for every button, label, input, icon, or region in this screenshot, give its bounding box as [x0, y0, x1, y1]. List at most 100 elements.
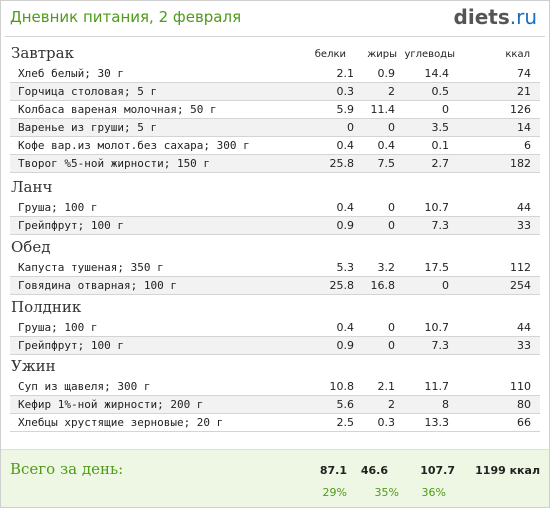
food-protein: 10.8: [329, 380, 355, 393]
food-carbs: 14.4: [424, 67, 450, 80]
column-header-carbs: углеводы: [404, 49, 455, 60]
food-fat: 2: [388, 398, 395, 411]
food-carbs: 13.3: [424, 416, 450, 429]
food-row[interactable]: Говядина отварная; 100 г 25.8 16.8 0 254: [10, 277, 540, 295]
food-carbs: 8: [442, 398, 449, 411]
food-name: Кефир 1%-ной жирности; 200 г: [18, 398, 204, 411]
food-fat: 0: [388, 339, 395, 352]
totals-label: Всего за день:: [10, 460, 124, 478]
food-fat: 0: [388, 219, 395, 232]
food-name: Грейпфрут; 100 г: [18, 339, 124, 352]
food-protein: 5.9: [336, 103, 355, 116]
food-name: Хлебцы хрустящие зерновые; 20 г: [18, 416, 224, 429]
meal-title: Обед: [11, 238, 51, 256]
food-protein: 5.3: [336, 261, 355, 274]
total-protein: 87.1: [319, 464, 347, 477]
food-kcal: 80: [517, 398, 531, 411]
food-name: Колбаса вареная молочная; 50 г: [18, 103, 217, 116]
food-row[interactable]: Хлеб белый; 30 г 2.1 0.9 14.4 74: [10, 65, 540, 83]
food-protein: 0.4: [336, 321, 355, 334]
food-row[interactable]: Творог %5-ной жирности; 150 г 25.8 7.5 2.7 1…: [10, 155, 540, 173]
meal-title: Ужин: [11, 357, 56, 375]
food-fat: 0: [388, 201, 395, 214]
meal-title: Ланч: [11, 178, 53, 196]
total-kcal: 1199 ккал: [475, 464, 540, 477]
page-title: Дневник питания, 2 февраля: [10, 8, 242, 26]
food-fat: 0.9: [377, 67, 396, 80]
fat-percent: 35%: [374, 486, 399, 499]
food-kcal: 44: [517, 201, 531, 214]
food-kcal: 6: [524, 139, 531, 152]
food-row[interactable]: Кофе вар.из молот.без сахара; 300 г 0.4 0.…: [10, 137, 540, 155]
food-name: Груша; 100 г: [18, 321, 98, 334]
food-name: Суп из щавеля; 300 г: [18, 380, 151, 393]
meal-title: Завтрак: [11, 44, 74, 62]
food-carbs: 0.1: [431, 139, 450, 152]
food-protein: 0.9: [336, 219, 355, 232]
food-fat: 3.2: [377, 261, 396, 274]
food-row[interactable]: Суп из щавеля; 300 г 10.8 2.1 11.7 110: [10, 378, 540, 396]
food-row[interactable]: Грейпфрут; 100 г 0.9 0 7.3 33: [10, 337, 540, 355]
column-header-fat: жиры: [367, 49, 397, 60]
food-fat: 0: [388, 121, 395, 134]
column-header-protein: белки: [314, 49, 346, 60]
food-protein: 25.8: [329, 279, 355, 292]
meal-title: Полдник: [11, 298, 82, 316]
food-fat: 2: [388, 85, 395, 98]
food-row[interactable]: Кефир 1%-ной жирности; 200 г 5.6 2 8 80: [10, 396, 540, 414]
food-row[interactable]: Грейпфрут; 100 г 0.9 0 7.3 33: [10, 217, 540, 235]
protein-percent: 29%: [322, 486, 347, 499]
food-kcal: 254: [510, 279, 531, 292]
food-row[interactable]: Капуста тушеная; 350 г 5.3 3.2 17.5 112: [10, 259, 540, 277]
food-fat: 0: [388, 321, 395, 334]
food-fat: 16.8: [370, 279, 396, 292]
food-name: Груша; 100 г: [18, 201, 98, 214]
logo-brand: diets: [453, 5, 510, 29]
food-kcal: 110: [510, 380, 531, 393]
food-row[interactable]: Груша; 100 г 0.4 0 10.7 44: [10, 319, 540, 337]
food-name: Варенье из груши; 5 г: [18, 121, 158, 134]
food-carbs: 17.5: [424, 261, 450, 274]
food-row[interactable]: Колбаса вареная молочная; 50 г 5.9 11.4 0 12…: [10, 101, 540, 119]
food-fat: 0.4: [377, 139, 396, 152]
food-row[interactable]: Груша; 100 г 0.4 0 10.7 44: [10, 199, 540, 217]
food-protein: 0.4: [336, 139, 355, 152]
food-kcal: 44: [517, 321, 531, 334]
food-kcal: 112: [510, 261, 531, 274]
food-protein: 2.5: [336, 416, 355, 429]
food-carbs: 0: [442, 279, 449, 292]
total-fat: 46.6: [360, 464, 388, 477]
food-kcal: 66: [517, 416, 531, 429]
food-kcal: 182: [510, 157, 531, 170]
food-name: Творог %5-ной жирности; 150 г: [18, 157, 211, 170]
food-kcal: 126: [510, 103, 531, 116]
food-row[interactable]: Хлебцы хрустящие зерновые; 20 г 2.5 0.3 13.…: [10, 414, 540, 432]
carbs-percent: 36%: [421, 486, 446, 499]
header: Дневник питания, 2 февраля diets.ru: [1, 1, 549, 35]
food-carbs: 7.3: [431, 339, 450, 352]
food-row[interactable]: Варенье из груши; 5 г 0 0 3.5 14: [10, 119, 540, 137]
food-kcal: 74: [517, 67, 531, 80]
food-name: Хлеб белый; 30 г: [18, 67, 124, 80]
diets-logo[interactable]: diets.ru: [454, 5, 537, 29]
food-protein: 0.4: [336, 201, 355, 214]
food-row[interactable]: Горчица столовая; 5 г 0.3 2 0.5 21: [10, 83, 540, 101]
food-name: Горчица столовая; 5 г: [18, 85, 158, 98]
food-name: Кофе вар.из молот.без сахара; 300 г: [18, 139, 250, 152]
food-protein: 25.8: [329, 157, 355, 170]
food-carbs: 10.7: [424, 201, 450, 214]
food-carbs: 2.7: [431, 157, 450, 170]
food-carbs: 3.5: [431, 121, 450, 134]
food-name: Говядина отварная; 100 г: [18, 279, 177, 292]
food-carbs: 0: [442, 103, 449, 116]
food-fat: 7.5: [377, 157, 396, 170]
food-kcal: 14: [517, 121, 531, 134]
food-carbs: 11.7: [424, 380, 450, 393]
food-protein: 2.1: [336, 67, 355, 80]
column-header-kcal: ккал: [505, 49, 530, 60]
food-kcal: 33: [517, 339, 531, 352]
logo-domain: .ru: [509, 5, 537, 29]
food-name: Капуста тушеная; 350 г: [18, 261, 164, 274]
food-fat: 11.4: [370, 103, 396, 116]
